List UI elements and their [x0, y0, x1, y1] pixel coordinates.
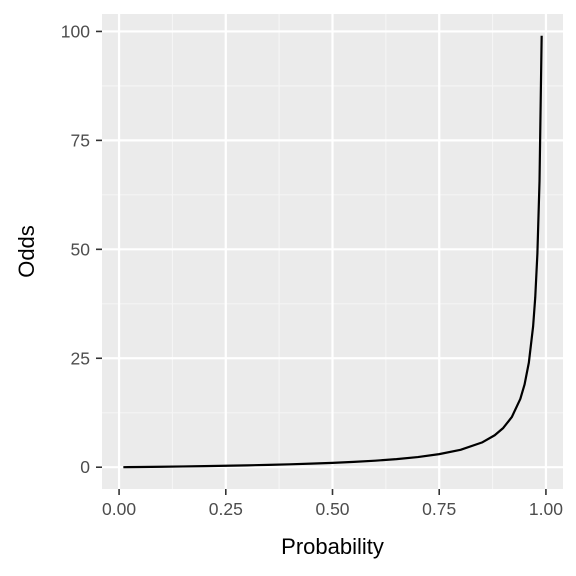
x-axis: 0.00 0.25 0.50 0.75 1.00	[102, 489, 563, 519]
x-axis-title: Probability	[281, 534, 384, 559]
y-axis-title: Odds	[14, 225, 39, 278]
x-tick-label: 0.25	[209, 499, 243, 519]
x-tick-label: 1.00	[529, 499, 563, 519]
y-tick-label: 0	[80, 457, 90, 477]
x-tick-label: 0.75	[422, 499, 456, 519]
y-tick-label: 25	[71, 348, 90, 368]
y-axis: 0 25 50 75 100	[61, 21, 102, 477]
x-tick-label: 0.50	[315, 499, 349, 519]
y-tick-label: 100	[61, 21, 90, 41]
y-tick-label: 75	[71, 130, 90, 150]
series-layer	[123, 35, 543, 469]
x-tick-label: 0.00	[102, 499, 136, 519]
y-tick-label: 50	[71, 239, 91, 259]
odds-curve	[123, 35, 543, 469]
major-gridlines	[102, 14, 563, 489]
